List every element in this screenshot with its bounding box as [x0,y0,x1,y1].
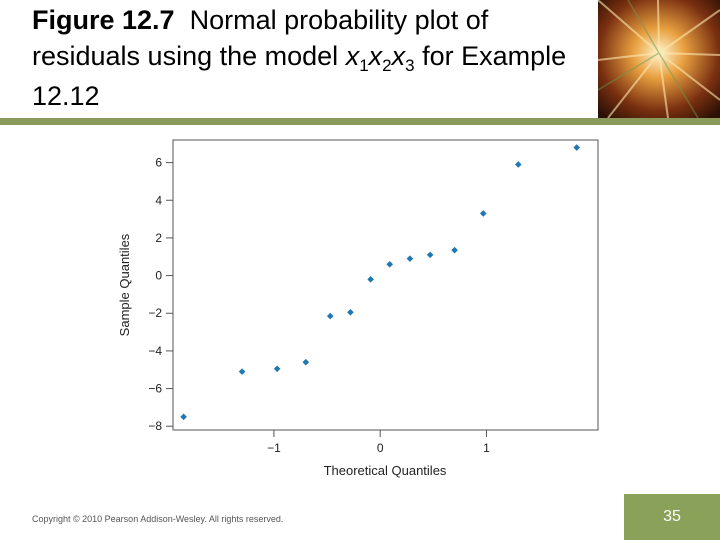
x-axis-label: Theoretical Quantiles [324,463,447,478]
data-point [302,358,310,366]
data-point [406,255,414,262]
y-tick-label: 6 [155,156,162,170]
title-text-end: for Example 12.12 [32,41,567,111]
data-point [238,368,246,375]
slide-title: Figure 12.7 Normal probability plot of r… [32,2,592,114]
x-tick-label: 0 [377,441,384,455]
y-axis: 6 4 2 0 −2 −4 −6 −8 [148,156,173,433]
model-var-3: x [391,41,406,71]
data-point [479,210,487,217]
data-point [367,276,374,283]
model-formula: x1x2x3 [345,41,415,75]
y-tick-label: −4 [148,344,162,358]
y-tick-label: −8 [148,419,162,433]
data-point [180,413,187,421]
data-points [180,144,581,421]
data-point [386,260,394,268]
data-point [426,251,434,259]
y-axis-label: Sample Quantiles [117,233,132,336]
data-point [347,309,354,316]
title-text: Normal probability plot of residuals usi… [32,5,489,71]
model-var-2: x [368,41,383,71]
y-tick-label: −6 [148,382,162,396]
y-tick-label: 0 [155,269,162,283]
copyright-notice: Copyright © 2010 Pearson Addison-Wesley.… [32,514,284,524]
y-tick-label: 4 [155,193,162,207]
data-point [515,161,522,168]
y-tick-label: 2 [155,231,162,245]
model-sub-1: 1 [359,56,369,75]
data-point [273,365,281,373]
page-number-box: 35 [624,494,720,540]
page-number: 35 [663,508,681,525]
title-divider-band [0,118,720,125]
x-axis: −1 0 1 [267,430,490,455]
x-tick-label: −1 [267,441,281,455]
model-sub-3: 3 [405,56,415,75]
decorative-burst-image [598,0,720,118]
figure-label: Figure 12.7 [32,5,175,35]
plot-frame [172,139,599,431]
x-tick-label: 1 [483,441,490,455]
data-point [326,312,334,320]
model-sub-2: 2 [382,56,392,75]
y-tick-label: −2 [148,306,162,320]
model-var-1: x [345,41,360,71]
data-point [573,144,581,151]
data-point [451,246,458,254]
